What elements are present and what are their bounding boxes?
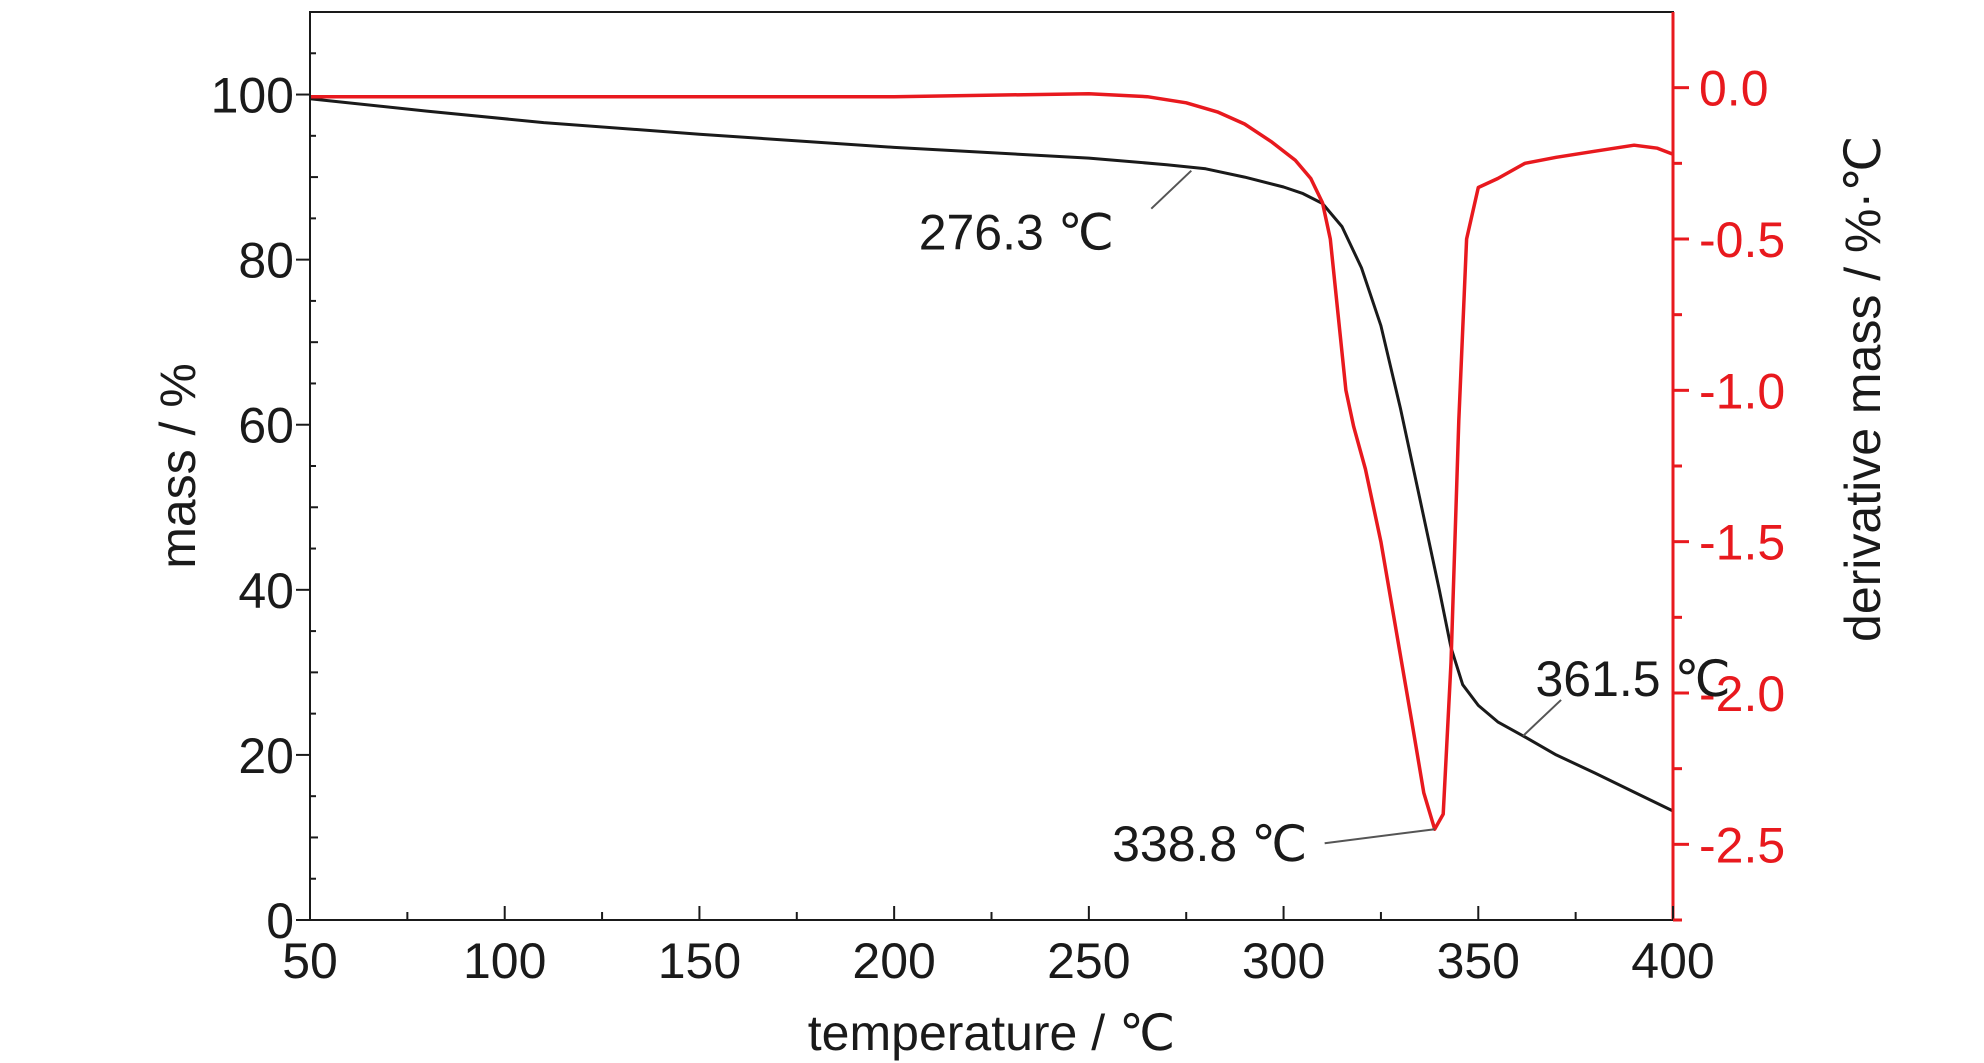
x-tick-label: 150 xyxy=(658,933,741,989)
y2-axis-title: derivative mass / %·℃ xyxy=(1835,136,1891,642)
annotation-leader xyxy=(1150,169,1192,210)
y2-tick-label: -1.0 xyxy=(1699,363,1785,419)
y2-tick-label: -2.0 xyxy=(1699,666,1785,722)
series-layer xyxy=(309,91,1674,831)
derivative-mass-line xyxy=(310,91,1674,831)
y-axis-title: mass / % xyxy=(150,363,206,569)
ticks-layer: 50 100 150 200 250 300 350 400 0 20 40 60 80 100 0.0 -0… xyxy=(211,52,1785,989)
annotation-layer: 276.3 ℃ 338.8 ℃ 361.5 ℃ xyxy=(919,169,1731,872)
plot-frame xyxy=(309,11,1674,921)
y2-tick-label: 0.0 xyxy=(1699,61,1769,117)
y-tick-label: 0 xyxy=(266,893,294,949)
x-tick-label: 100 xyxy=(463,933,546,989)
x-tick-label: 400 xyxy=(1631,933,1714,989)
mass-line xyxy=(309,97,1674,813)
y-tick-label: 100 xyxy=(211,68,294,124)
y-tick-label: 60 xyxy=(238,398,294,454)
y2-tick-label: -0.5 xyxy=(1699,212,1785,268)
annotation-label: 361.5 ℃ xyxy=(1535,651,1730,707)
annotation-label: 276.3 ℃ xyxy=(919,205,1114,261)
x-axis-title: temperature / ℃ xyxy=(808,1005,1175,1061)
x-tick-label: 50 xyxy=(282,933,338,989)
annotation-leader xyxy=(1324,828,1435,845)
y-tick-label: 20 xyxy=(238,728,294,784)
y-tick-label: 80 xyxy=(238,233,294,289)
annotation-label: 338.8 ℃ xyxy=(1112,816,1307,872)
x-tick-label: 250 xyxy=(1047,933,1130,989)
y2-tick-label: -2.5 xyxy=(1699,817,1785,873)
x-tick-label: 300 xyxy=(1242,933,1325,989)
x-tick-label: 350 xyxy=(1437,933,1520,989)
y-tick-label: 40 xyxy=(238,563,294,619)
x-tick-label: 200 xyxy=(852,933,935,989)
annotation-leader xyxy=(1522,699,1562,737)
y2-tick-label: -1.5 xyxy=(1699,515,1785,571)
